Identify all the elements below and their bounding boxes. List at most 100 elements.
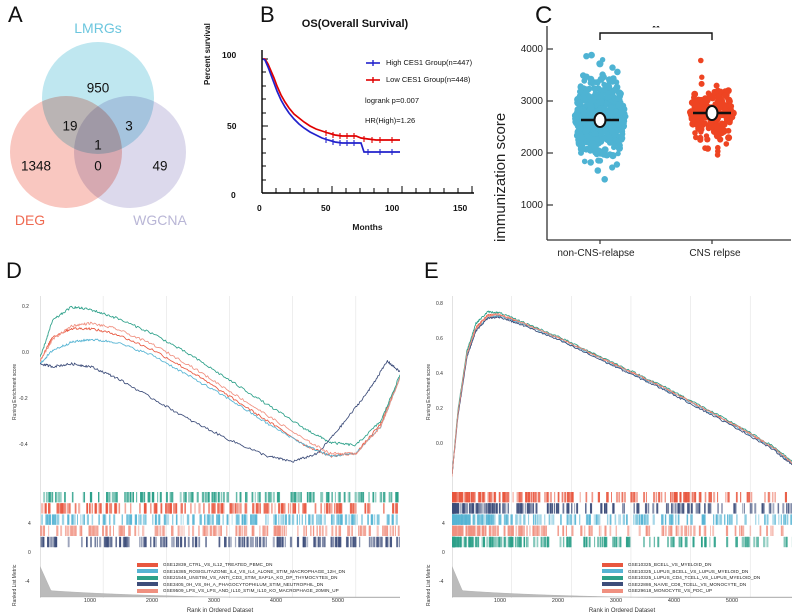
- venn-count-lmrgs-wgcna: 3: [125, 118, 133, 134]
- panel-e-y-axis-label-top: Runing Enrichment score: [426, 363, 432, 420]
- legend-color-swatch-icon: [137, 588, 158, 593]
- legend-item-label: GSE10325_BCELL_VS_MYELOID_DN: [628, 562, 712, 567]
- panel-e-ytick-0: 0: [442, 550, 445, 556]
- panel-c-plot-area: **: [546, 26, 791, 244]
- panel-d-ytick-0.0: 0.0: [22, 350, 29, 356]
- legend-item-4: GSE29618_MONOCYTE_VS_PDC_UP: [602, 588, 760, 593]
- panel-d-ytick-0: 0: [28, 550, 31, 556]
- legend-color-swatch-icon: [137, 562, 158, 567]
- panel-e-xtick-2000: 2000: [551, 598, 565, 604]
- panel-b-legend-label-high: High CES1 Group(n=447): [386, 58, 473, 67]
- panel-c-label: C: [535, 2, 553, 29]
- legend-color-swatch-icon: [602, 575, 623, 580]
- legend-color-swatch-icon: [602, 562, 623, 567]
- venn-diagram: LMRGs DEG WGCNA 950 1348 49 19 3 0 1: [8, 20, 208, 228]
- panel-b-legend-label-low: Low CES1 Group(n=448): [386, 75, 471, 84]
- panel-b-xtick-0: 0: [257, 203, 262, 213]
- panel-c-y-axis-label: immunization score: [492, 112, 509, 242]
- significance-bracket: [599, 32, 713, 40]
- panel-e-ytick-0.6: 0.6: [436, 336, 443, 342]
- panel-b-ytick-0: 0: [231, 190, 236, 200]
- panel-b-ytick-100: 100: [222, 50, 237, 60]
- panel-d-label: D: [6, 258, 22, 283]
- legend-color-swatch-icon: [137, 582, 158, 586]
- panel-c-significance-stars: **: [652, 26, 660, 34]
- panel-b-x-axis-label: Months: [352, 222, 383, 232]
- panel-c-median-noncns: [581, 112, 619, 128]
- venn-label-deg: DEG: [14, 212, 46, 228]
- legend-item-label: GSE9509_LPS_VS_LPS_AND_IL10_STIM_IL10_KO…: [163, 588, 339, 593]
- panel-c-ytick-2000: 2000: [520, 148, 543, 159]
- panel-c-ytick-4000: 4000: [520, 44, 543, 55]
- panel-e-ytick-0.8: 0.8: [436, 301, 443, 307]
- legend-color-swatch-icon: [137, 575, 158, 580]
- panel-d-gsea: D Runing Enrichment score Ranked List Me…: [0, 258, 412, 615]
- panel-c-xtick-cns: CNS relpse: [689, 248, 741, 259]
- panel-e-ytick-4: 4: [442, 521, 445, 527]
- panel-c-ytick-3000: 3000: [520, 96, 543, 107]
- panel-d-plot-area: [40, 296, 400, 598]
- panel-c-median-cns: [693, 105, 731, 121]
- panel-d-xtick-4000: 4000: [269, 598, 283, 604]
- venn-count-lmrgs-deg: 19: [62, 118, 78, 134]
- panel-d-y-axis-label-bottom: Ranked List Metric: [12, 564, 18, 606]
- legend-marker-icon: [366, 76, 380, 83]
- panel-d-ytick--0.4: -0.4: [19, 442, 28, 448]
- panel-d-xtick-5000: 5000: [331, 598, 345, 604]
- panel-e-y-axis-label-bottom: Ranked List Metric: [426, 564, 432, 606]
- panel-b-plot-area: [261, 50, 474, 194]
- venn-count-all-three: 1: [94, 137, 102, 153]
- panel-b-xtick-50: 50: [321, 203, 331, 213]
- venn-label-lmrgs: LMRGs: [74, 20, 122, 36]
- panel-e-xtick-3000: 3000: [609, 598, 623, 604]
- panel-b-label: B: [260, 2, 275, 27]
- legend-item-label: GSE12839_CTRL_VS_IL12_TREATED_PBMC_DN: [163, 562, 273, 567]
- panel-b-legend-item-high: High CES1 Group(n=447): [365, 58, 472, 67]
- legend-item-label: GSE29618_MONOCYTE_VS_PDC_UP: [628, 588, 713, 593]
- legend-item-label: GSE3405_0H_VS_9H_A_PHAGOCYTOPHILUM_STIM_…: [163, 581, 324, 587]
- panel-d-xtick-1000: 1000: [83, 598, 97, 604]
- panel-b-xtick-150: 150: [453, 203, 468, 213]
- legend-item-0: GSE12839_CTRL_VS_IL12_TREATED_PBMC_DN: [137, 562, 345, 567]
- legend-item-label: GSE22886_NAIVE_CD8_TCELL_VS_MONOCYTE_DN: [628, 581, 747, 587]
- panel-b-ytick-50: 50: [227, 121, 237, 131]
- panel-b-title: OS(Overall Survival): [301, 18, 409, 30]
- legend-item-4: GSE9509_LPS_VS_LPS_AND_IL10_STIM_IL10_KO…: [137, 588, 345, 593]
- panel-e-gsea: E Runing Enrichment score Ranked List Me…: [412, 258, 796, 615]
- panel-b-legend-item-low: Low CES1 Group(n=448): [365, 75, 472, 84]
- panel-d-xtick-3000: 3000: [207, 598, 221, 604]
- legend-item-2: GSE21546_UNSTIM_VS_ANTI_CD3_STIM_SAP1A_K…: [137, 575, 345, 580]
- venn-count-deg-only: 1348: [20, 158, 52, 174]
- panel-d-ytick--0.2: -0.2: [19, 396, 28, 402]
- legend-item-label: GSE16385_ROSIGLITAZONE_IL4_VS_IL4_ALONE_…: [163, 568, 346, 574]
- venn-circle-wgcna: [74, 96, 186, 208]
- panel-d-legend: GSE12839_CTRL_VS_IL12_TREATED_PBMC_DN GSE…: [137, 562, 345, 595]
- panel-e-ytick-0.0: 0.0: [436, 441, 443, 447]
- legend-color-swatch-icon: [602, 582, 623, 586]
- panel-e-legend: GSE10325_BCELL_VS_MYELOID_DN GSE10325_LUP…: [602, 562, 760, 595]
- legend-item-label: GSE21546_UNSTIM_VS_ANTI_CD3_STIM_SAP1A_K…: [163, 575, 338, 580]
- legend-item-label: GSE10325_LUPUS_BCELL_VS_LUPUS_MYELOID_DN: [628, 568, 749, 574]
- legend-marker-icon: [366, 59, 380, 66]
- panel-e-ytick-0.4: 0.4: [436, 371, 443, 377]
- panel-e-xtick-5000: 5000: [725, 598, 739, 604]
- panel-b-xtick-100: 100: [385, 203, 400, 213]
- panel-d-ytick-0.2: 0.2: [22, 304, 29, 310]
- panel-b-y-axis-label: Percent survival: [203, 23, 212, 85]
- legend-item-3: GSE3405_0H_VS_9H_A_PHAGOCYTOPHILUM_STIM_…: [137, 582, 345, 587]
- panel-d-ytick--4: -4: [25, 579, 30, 585]
- panel-e-xtick-4000: 4000: [667, 598, 681, 604]
- panel-e-ytick--4: -4: [439, 579, 444, 585]
- panel-c-dotplot: C immunization score 4000 3000 2000 1000…: [492, 0, 796, 262]
- legend-item-3: GSE22886_NAIVE_CD8_TCELL_VS_MONOCYTE_DN: [602, 582, 760, 587]
- legend-item-1: GSE10325_LUPUS_BCELL_VS_LUPUS_MYELOID_DN: [602, 569, 760, 574]
- panel-e-plot-area: [452, 296, 792, 598]
- venn-label-wgcna: WGCNA: [133, 212, 187, 228]
- legend-color-swatch-icon: [602, 569, 623, 573]
- panel-b-stat-logrank: logrank p=0.007: [365, 96, 420, 105]
- panel-b-survival-curve: B OS(Overall Survival) Percent survival …: [203, 0, 505, 250]
- panel-d-x-axis-label: Rank in Ordered Dataset: [186, 608, 254, 614]
- panel-e-x-axis-label: Rank in Ordered Dataset: [588, 608, 656, 614]
- panel-d-xtick-2000: 2000: [145, 598, 159, 604]
- legend-item-2: GSE10325_LUPUS_CD4_TCELL_VS_LUPUS_MYELOI…: [602, 575, 760, 580]
